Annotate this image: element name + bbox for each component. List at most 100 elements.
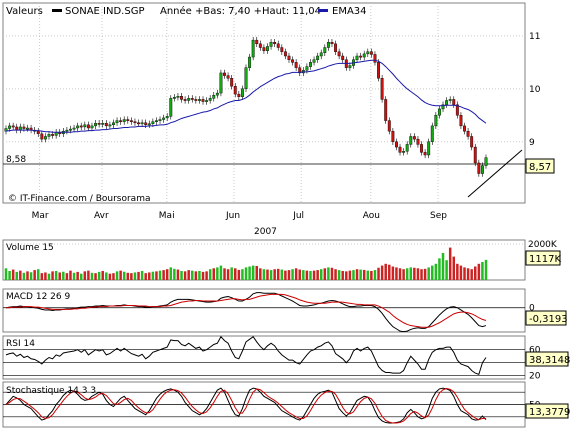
candle-body	[319, 52, 323, 57]
volume-bar	[255, 265, 258, 280]
candle-body	[126, 119, 130, 121]
rsi-box: 38,3148	[525, 351, 570, 367]
candle-body	[162, 117, 166, 120]
candle-body	[434, 115, 438, 127]
volume-bar	[405, 268, 409, 280]
candle-body	[355, 55, 359, 60]
panel-y-tick: 20	[529, 372, 541, 382]
candle-body	[226, 75, 230, 79]
volume-bar	[395, 267, 398, 280]
volume-bar	[345, 271, 348, 280]
volume-bar	[316, 270, 319, 280]
volume-bar	[477, 263, 481, 280]
candle-body	[470, 136, 474, 148]
candle-body	[69, 128, 72, 131]
volume-bar	[194, 271, 198, 280]
volume-bar	[94, 273, 97, 280]
volume-bar	[40, 273, 44, 280]
volume-bar	[427, 267, 430, 280]
volume-bar	[198, 271, 201, 280]
candle-body	[384, 99, 388, 121]
candle-body	[369, 51, 373, 55]
candle-body	[477, 162, 481, 174]
volume-bar	[51, 271, 54, 280]
stoch-title: Stochastique 14 3 3	[6, 386, 96, 396]
volume-bar	[187, 270, 190, 280]
year-label: 2007	[254, 227, 277, 237]
header-stats: Année +Bas: 7,40 +Haut: 11,04	[160, 5, 321, 17]
volume-bar	[201, 271, 205, 280]
header-ema-label: EMA34	[332, 6, 367, 17]
rsi-box-text: 38,3148	[529, 355, 570, 366]
volume-bar	[87, 270, 90, 280]
volume-bar	[76, 271, 79, 280]
candle-body	[112, 122, 115, 126]
volume-bar	[438, 258, 441, 280]
volume-bar	[294, 268, 298, 280]
volume-bar	[452, 256, 456, 280]
volume-box: 1117K	[525, 250, 561, 266]
volume-bar	[309, 271, 312, 280]
volume-bar	[101, 271, 104, 280]
candle-body	[244, 67, 248, 90]
candle-body	[43, 136, 47, 140]
candle-body	[180, 96, 183, 100]
volume-bar	[466, 268, 470, 280]
candle-body	[427, 141, 431, 156]
candle-body	[40, 133, 44, 140]
candle-body	[205, 100, 209, 102]
candle-body	[309, 62, 312, 67]
candle-body	[76, 125, 80, 129]
volume-bar	[319, 269, 323, 280]
candle-body	[437, 108, 441, 116]
candle-body	[97, 123, 101, 125]
macd-title: MACD 12 26 9	[6, 292, 70, 302]
macd-y-ticks: 0	[529, 304, 535, 314]
candle-body	[190, 98, 194, 100]
volume-bar	[169, 267, 173, 280]
candle-body	[72, 127, 76, 130]
candle-body	[137, 122, 140, 125]
volume-bar	[266, 269, 269, 280]
volume-bar	[205, 271, 208, 280]
candle-body	[144, 122, 148, 126]
indicator-line	[5, 387, 486, 424]
volume-bar	[226, 269, 230, 280]
volume-bar	[112, 273, 115, 280]
volume-bar	[62, 271, 65, 280]
candle-body	[183, 99, 187, 101]
x-tick-label: Sep	[430, 211, 447, 221]
volume-bar	[119, 270, 122, 280]
candle-body	[172, 97, 176, 99]
panel-y-tick: 0	[529, 304, 535, 314]
volume-bar	[15, 271, 18, 280]
stoch-lines	[5, 387, 487, 424]
candle-body	[348, 65, 352, 68]
volume-bar	[287, 270, 291, 280]
candle-body	[104, 123, 108, 127]
volume-bar	[208, 269, 212, 280]
x-tick-label: Aou	[363, 211, 380, 221]
x-tick-label: Mai	[159, 211, 175, 221]
volume-bar	[69, 270, 72, 280]
volume-bar	[54, 271, 58, 280]
volume-bar	[398, 268, 402, 280]
candle-body	[212, 94, 216, 99]
ema-swatch	[318, 9, 328, 12]
candle-body	[255, 39, 259, 45]
candle-body	[455, 104, 459, 116]
volume-bar	[355, 269, 359, 280]
price-grid	[3, 3, 525, 203]
volume-bar	[259, 268, 262, 280]
candle-body	[101, 123, 105, 125]
volume-bar	[29, 272, 33, 280]
candle-body	[377, 62, 380, 79]
volume-bar	[212, 268, 216, 280]
candle-body	[233, 85, 237, 95]
candle-body	[337, 51, 341, 57]
candle-body	[423, 152, 427, 156]
price-box-text: 8,57	[529, 162, 551, 173]
candle-body	[90, 125, 94, 129]
macd-lines	[5, 292, 487, 333]
